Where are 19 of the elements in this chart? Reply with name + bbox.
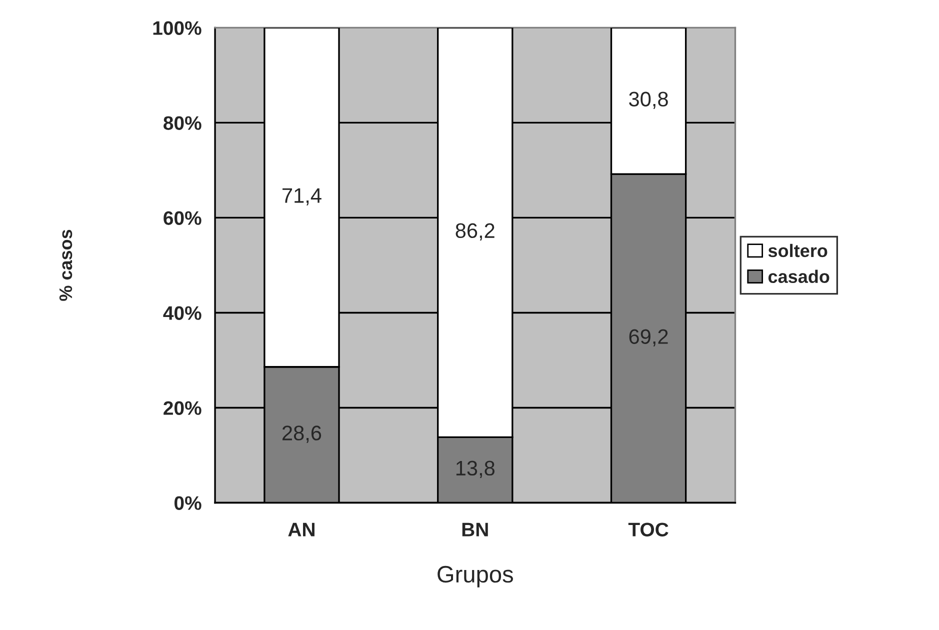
data-label: 71,4 bbox=[282, 188, 322, 206]
y-tick-label: 20% bbox=[164, 401, 202, 415]
x-tick-label: AN bbox=[288, 522, 314, 536]
y-tick-label: 60% bbox=[164, 211, 202, 225]
y-tick-label: 40% bbox=[163, 306, 202, 320]
y-tick-label: 80% bbox=[164, 116, 202, 130]
data-label: 69,2 bbox=[629, 329, 668, 346]
y-tick-label: 100% bbox=[153, 21, 202, 35]
y-axis-title: % casos bbox=[59, 230, 72, 301]
x-axis-title: Grupos bbox=[438, 566, 513, 588]
x-tick-label: TOC bbox=[628, 522, 668, 536]
legend-label: casado bbox=[768, 270, 830, 284]
data-label: 13,8 bbox=[456, 460, 495, 478]
legend-label: soltero bbox=[768, 244, 828, 258]
y-tick-label: 0% bbox=[174, 496, 202, 510]
x-tick-label: BN bbox=[462, 522, 488, 536]
data-label: 30,8 bbox=[629, 92, 668, 109]
data-label: 28,6 bbox=[282, 426, 322, 443]
data-label: 86,2 bbox=[456, 223, 494, 241]
